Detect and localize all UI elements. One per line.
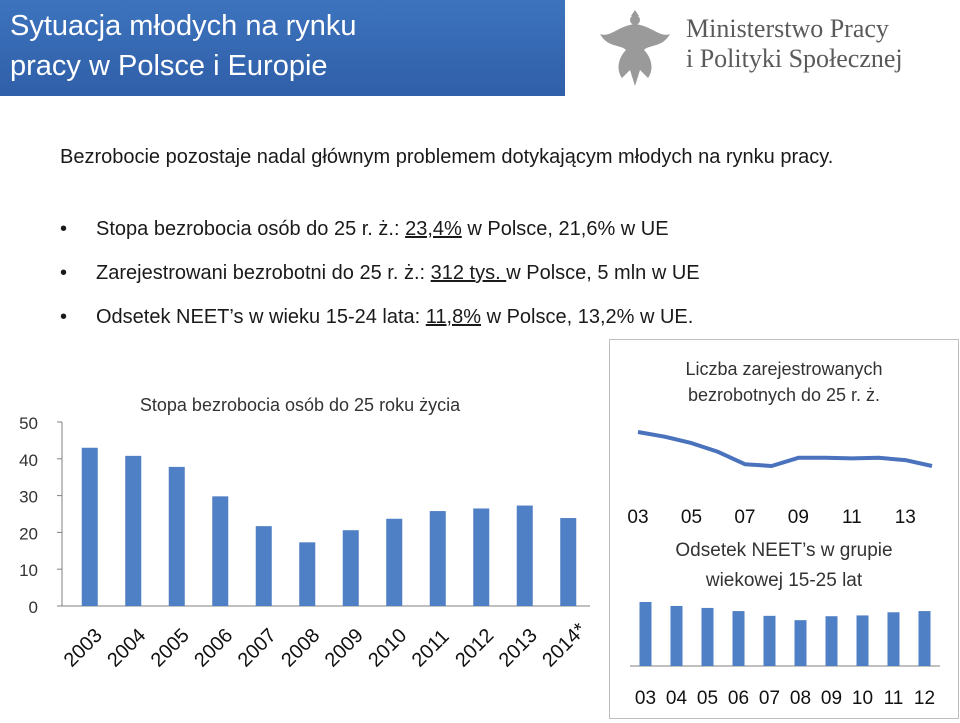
neet-x-tick-label: 05 bbox=[697, 688, 718, 709]
neet-bar-09 bbox=[825, 616, 838, 666]
x-tick-label: 2011 bbox=[408, 626, 454, 672]
bullet-dot-icon: • bbox=[60, 218, 68, 240]
neet-x-tick-label: 10 bbox=[852, 688, 873, 709]
y-tick-label: 40 bbox=[19, 451, 38, 470]
line-series-registered-unemployed bbox=[637, 430, 933, 468]
neet-bar-11 bbox=[887, 612, 900, 666]
line-chart-title: bezrobotnych do 25 r. ż. bbox=[688, 385, 880, 405]
y-tick-label: 10 bbox=[19, 561, 38, 580]
x-tick-label: 2005 bbox=[147, 625, 194, 672]
bar-2011 bbox=[429, 511, 446, 606]
line-chart-title: Liczba zarejestrowanych bbox=[685, 359, 882, 379]
neet-bar-03 bbox=[639, 602, 652, 666]
bullet-value: 23,4% bbox=[405, 218, 462, 240]
neet-x-tick-label: 04 bbox=[666, 688, 688, 709]
x-tick-label: 2008 bbox=[277, 625, 324, 672]
neet-bar-12 bbox=[918, 611, 931, 666]
neet-chart-title: Odsetek NEET’s w grupie bbox=[675, 540, 892, 561]
right-charts-panel: Liczba zarejestrowanych bezrobotnych do 2… bbox=[609, 339, 959, 719]
y-tick-label: 30 bbox=[19, 488, 38, 507]
bullet-text: Stopa bezrobocia osób do 25 r. ż.: bbox=[96, 218, 406, 240]
slide-title-line-2: pracy w Polsce i Europie bbox=[10, 50, 328, 82]
x-tick-label: 2007 bbox=[234, 625, 281, 672]
neet-bar-05 bbox=[701, 607, 714, 666]
neet-x-tick-label: 03 bbox=[635, 688, 656, 709]
white-eagle-emblem-icon bbox=[600, 10, 670, 86]
neet-x-tick-label: 06 bbox=[728, 688, 749, 709]
bullet-text: w Polsce, 21,6% w UE bbox=[461, 218, 669, 240]
bullet-item-registered-unemployed: • Zarejestrowani bezrobotni do 25 r. ż.:… bbox=[60, 258, 940, 302]
bullet-item-neet-share: • Odsetek NEET’s w wieku 15-24 lata: 11,… bbox=[60, 302, 940, 346]
unemployment-rate-bar-chart: 0 10 20 30 40 50 Stopa bezrobocia osób do 25 r… bbox=[19, 395, 591, 672]
neet-bar-06 bbox=[732, 611, 745, 666]
y-tick-label: 0 bbox=[29, 598, 38, 617]
bullet-dot-icon: • bbox=[60, 262, 68, 284]
ministry-name-line-2: i Polityki Społecznej bbox=[686, 44, 903, 73]
chart-title: Stopa bezrobocia osób do 25 roku życia bbox=[140, 395, 461, 415]
bar-2006 bbox=[212, 496, 229, 606]
bar-2003 bbox=[81, 447, 98, 606]
x-tick-label: 2013 bbox=[495, 625, 542, 672]
bar-2008 bbox=[299, 542, 316, 606]
bar-2005 bbox=[168, 466, 185, 606]
x-tick-label: 2014* bbox=[538, 619, 591, 672]
bar-2009 bbox=[342, 530, 359, 606]
neet-x-tick-label: 07 bbox=[759, 688, 780, 709]
line-x-tick-label: 09 bbox=[788, 507, 809, 528]
line-x-tick-label: 03 bbox=[627, 507, 648, 528]
bar-2012 bbox=[473, 508, 490, 606]
line-x-tick-label: 13 bbox=[895, 507, 916, 528]
x-tick-label: 2006 bbox=[190, 625, 237, 672]
neet-bar-07 bbox=[763, 615, 776, 666]
right-panel-charts: Liczba zarejestrowanych bezrobotnych do 2… bbox=[627, 359, 940, 709]
neet-x-tick-label: 09 bbox=[821, 688, 842, 709]
bullet-dot-icon: • bbox=[60, 306, 68, 328]
y-tick-label: 50 bbox=[19, 414, 38, 433]
neet-bar-08 bbox=[794, 620, 807, 666]
intro-text: Bezrobocie pozostaje nadal głównym probl… bbox=[60, 146, 834, 168]
neet-chart-title: wiekowej 15-25 lat bbox=[705, 570, 863, 591]
neet-bar-04 bbox=[670, 605, 683, 666]
line-x-tick-label: 05 bbox=[681, 507, 702, 528]
bullet-item-unemployment-rate: • Stopa bezrobocia osób do 25 r. ż.: 23,… bbox=[60, 214, 940, 258]
y-tick-label: 20 bbox=[19, 524, 38, 543]
ministry-name-line-1: Ministerstwo Pracy bbox=[686, 14, 889, 43]
bar-2013 bbox=[516, 505, 533, 606]
slide-title: Sytuacja młodych na rynku pracy w Polsce… bbox=[10, 6, 555, 86]
bullet-text: Zarejestrowani bezrobotni do 25 r. ż.: bbox=[96, 262, 431, 284]
bar-2007 bbox=[255, 526, 272, 606]
bullet-value: 11,8% bbox=[425, 306, 482, 328]
bullet-value: 312 tys. bbox=[430, 262, 507, 284]
x-tick-label: 2010 bbox=[364, 625, 411, 672]
bar-2010 bbox=[386, 518, 403, 606]
ministry-name: Ministerstwo Pracy i Polityki Społecznej bbox=[686, 14, 903, 74]
slide-title-line-1: Sytuacja młodych na rynku bbox=[10, 10, 357, 42]
bar-2014* bbox=[560, 518, 577, 606]
x-tick-label: 2003 bbox=[60, 625, 107, 672]
line-x-tick-label: 11 bbox=[842, 507, 862, 528]
x-tick-label: 2009 bbox=[321, 625, 368, 672]
line-x-tick-label: 07 bbox=[734, 507, 755, 528]
bullet-text: w Polsce, 5 mln w UE bbox=[506, 262, 700, 284]
x-tick-label: 2004 bbox=[103, 625, 150, 672]
neet-x-tick-label: 11 bbox=[884, 688, 904, 709]
bar-2004 bbox=[125, 455, 142, 606]
neet-x-tick-label: 12 bbox=[914, 688, 935, 709]
bullet-list: • Stopa bezrobocia osób do 25 r. ż.: 23,… bbox=[60, 214, 940, 346]
bullet-text: Odsetek NEET’s w wieku 15-24 lata: bbox=[96, 306, 426, 328]
bullet-text: w Polsce, 13,2% w UE. bbox=[481, 306, 694, 328]
slide-title-bar: Sytuacja młodych na rynku pracy w Polsce… bbox=[0, 0, 565, 96]
neet-bar-10 bbox=[856, 615, 869, 666]
neet-x-tick-label: 08 bbox=[790, 688, 811, 709]
x-tick-label: 2012 bbox=[451, 625, 498, 672]
